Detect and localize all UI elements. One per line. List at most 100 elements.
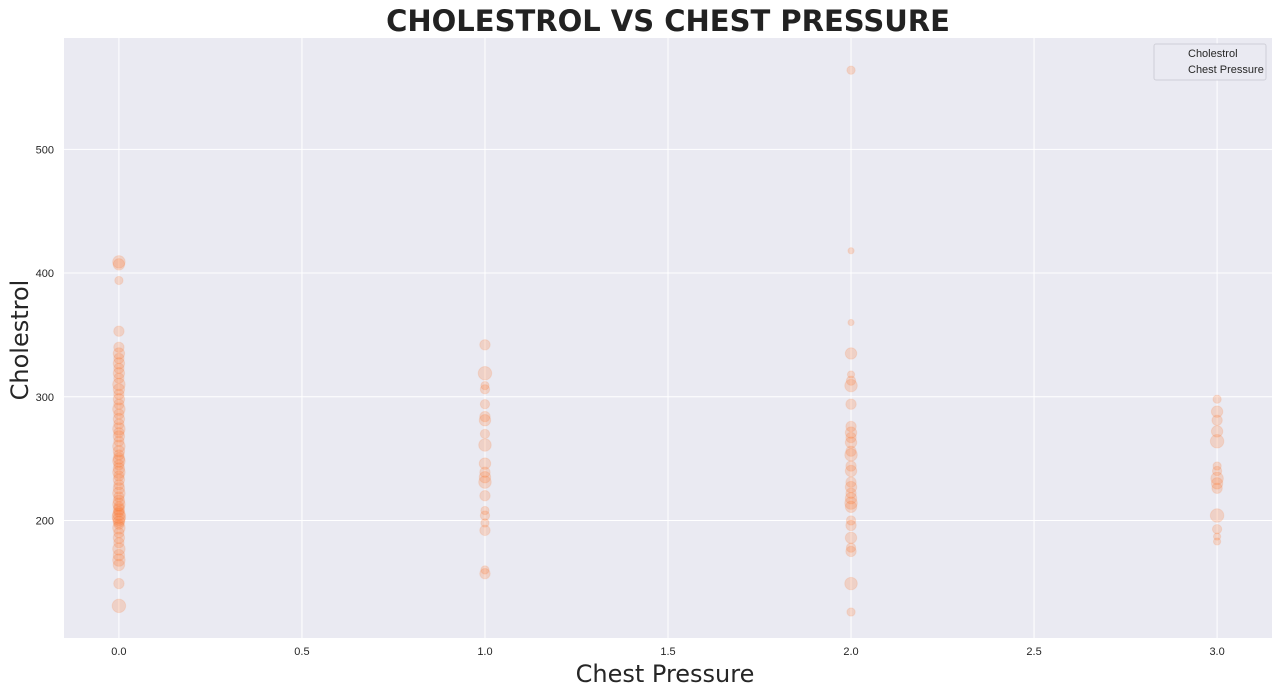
data-point xyxy=(844,347,858,360)
x-axis-label: Chest Pressure xyxy=(576,660,755,688)
data-point xyxy=(112,558,126,572)
data-point xyxy=(112,521,126,535)
data-point xyxy=(844,464,858,478)
x-tick-label: 1.5 xyxy=(660,646,675,658)
x-axis-ticks: 0.0 0.5 1.0 1.5 2.0 2.5 3.0 xyxy=(111,646,1224,658)
data-point xyxy=(846,370,856,379)
data-point xyxy=(113,518,125,530)
data-point xyxy=(479,524,491,537)
data-point xyxy=(112,542,126,556)
data-point xyxy=(1210,477,1224,490)
data-point xyxy=(113,478,125,491)
data-point xyxy=(1209,434,1225,449)
data-point xyxy=(113,341,125,353)
data-points xyxy=(111,65,1225,617)
data-point xyxy=(1209,508,1225,523)
data-point xyxy=(113,388,125,400)
y-axis-ticks: 200 300 400 500 xyxy=(36,144,54,527)
data-point xyxy=(1211,465,1223,477)
data-point xyxy=(114,275,124,286)
data-point xyxy=(478,457,492,470)
data-point xyxy=(113,418,125,430)
data-point xyxy=(111,598,127,614)
data-point xyxy=(112,422,126,436)
data-point xyxy=(112,383,126,396)
data-point xyxy=(479,510,491,521)
data-point xyxy=(844,496,858,510)
data-point xyxy=(844,448,858,462)
data-point xyxy=(845,542,857,553)
data-point xyxy=(479,399,491,410)
data-point xyxy=(844,426,858,439)
data-point xyxy=(478,414,492,427)
data-point xyxy=(112,482,126,495)
data-point xyxy=(112,367,126,380)
data-point xyxy=(846,607,856,617)
data-point xyxy=(1211,414,1223,426)
data-point xyxy=(112,255,126,269)
data-point xyxy=(112,497,126,512)
data-point xyxy=(1212,394,1222,404)
data-point xyxy=(844,531,858,545)
data-point xyxy=(845,375,857,386)
data-point xyxy=(479,490,491,502)
chart-title: CHOLESTROL VS CHEST PRESSURE xyxy=(386,4,950,38)
data-point xyxy=(847,318,855,327)
grid-lines xyxy=(64,38,1272,638)
y-tick-label: 300 xyxy=(36,392,54,404)
data-point xyxy=(112,452,126,465)
data-point xyxy=(480,565,490,575)
legend: Cholestrol Chest Pressure xyxy=(1153,43,1267,81)
data-point xyxy=(845,398,857,410)
data-point xyxy=(113,408,125,420)
data-point xyxy=(1210,405,1224,418)
data-point xyxy=(844,576,858,591)
data-point xyxy=(478,438,492,452)
data-point xyxy=(111,509,127,525)
data-point xyxy=(845,487,857,499)
data-point xyxy=(479,384,491,395)
x-tick-label: 2.0 xyxy=(843,646,858,658)
data-point xyxy=(479,567,491,580)
data-point xyxy=(1210,425,1224,438)
data-point xyxy=(112,553,126,567)
y-tick-label: 500 xyxy=(36,144,54,156)
data-point xyxy=(113,537,125,549)
data-point xyxy=(846,65,856,75)
x-tick-label: 2.5 xyxy=(1026,646,1041,658)
data-point xyxy=(845,460,857,472)
data-point xyxy=(112,531,126,545)
data-point xyxy=(112,377,126,392)
data-point xyxy=(1212,461,1222,471)
data-point xyxy=(112,548,126,562)
data-point xyxy=(113,501,125,513)
data-point xyxy=(845,476,857,488)
data-point xyxy=(112,494,126,507)
data-point xyxy=(112,444,126,458)
data-point xyxy=(112,515,126,528)
data-point xyxy=(845,545,857,558)
data-point xyxy=(845,445,857,457)
legend-entry-cholestrol: Cholestrol xyxy=(1188,48,1238,60)
data-point xyxy=(1211,482,1223,495)
data-point xyxy=(1212,537,1222,546)
data-point xyxy=(844,500,858,514)
data-point xyxy=(479,466,491,478)
data-point xyxy=(480,518,490,528)
data-point xyxy=(477,365,493,381)
data-point xyxy=(112,258,126,271)
y-tick-label: 200 xyxy=(36,515,54,527)
data-point xyxy=(112,473,126,486)
data-point xyxy=(845,515,857,526)
data-point xyxy=(113,352,125,365)
data-point xyxy=(112,512,126,526)
data-point xyxy=(112,439,126,453)
data-point xyxy=(112,507,126,522)
data-point xyxy=(113,435,125,447)
data-point xyxy=(479,339,491,351)
data-point xyxy=(479,428,491,440)
data-point xyxy=(113,372,125,384)
data-point xyxy=(480,505,490,516)
data-point xyxy=(845,519,857,532)
